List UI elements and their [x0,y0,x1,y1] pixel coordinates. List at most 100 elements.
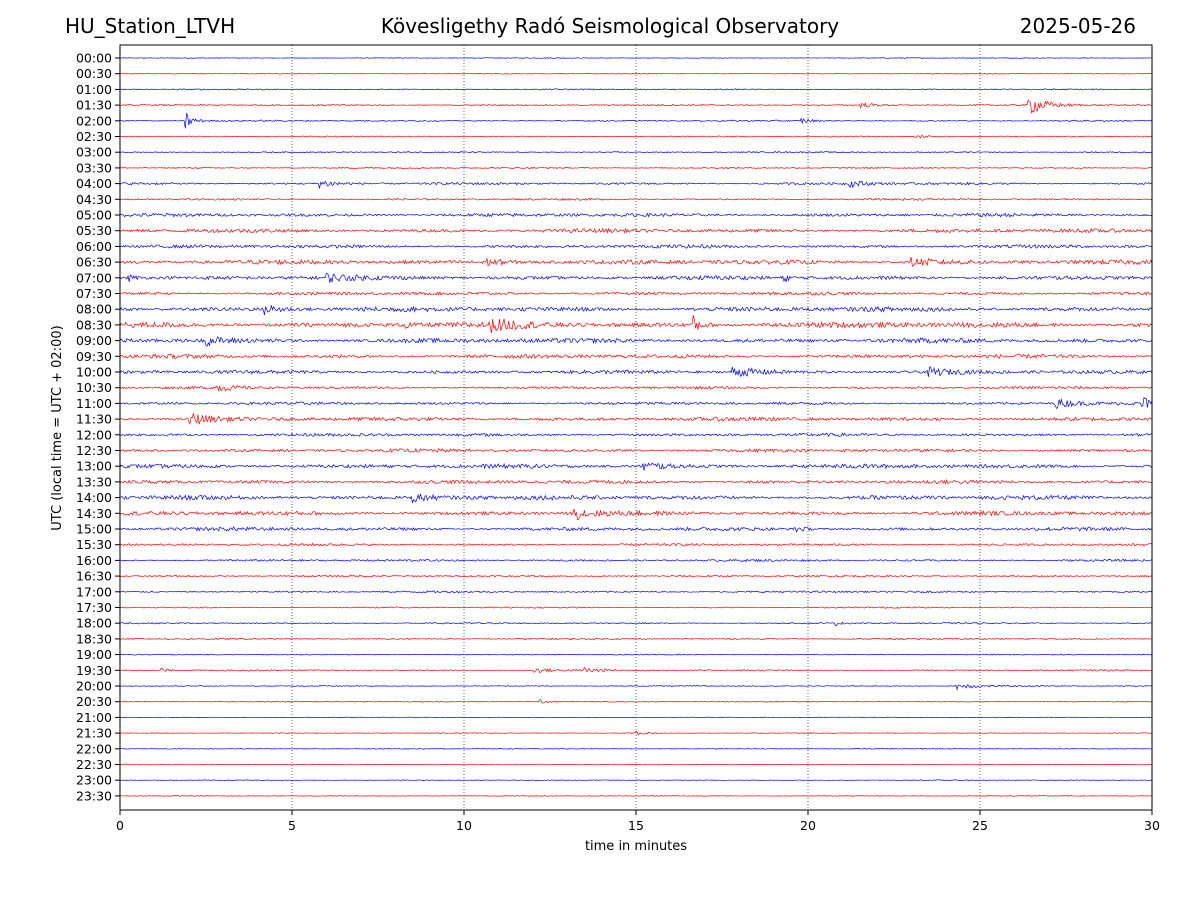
x-tick-layer: 0 5 10 15 20 25 30 [116,810,1160,833]
y-tick-label-19:00: 19:00 [76,647,112,662]
plot-frame [119,44,1153,811]
x-tick-label-25: 25 [972,818,988,833]
trace-17:30 [119,606,1153,609]
x-tick-label-10: 10 [456,818,472,833]
trace-08:00 [119,305,1153,316]
y-tick-label-02:00: 02:00 [76,113,112,128]
trace-14:00 [119,493,1153,504]
y-tick-label-15:00: 15:00 [76,522,112,537]
y-tick-label-18:30: 18:30 [76,631,112,646]
y-tick-label-06:00: 06:00 [76,239,112,254]
trace-09:00 [119,336,1153,347]
x-tick-label-30: 30 [1144,818,1160,833]
y-tick-label-23:30: 23:30 [76,788,112,803]
y-tick-label-00:30: 00:30 [76,66,112,81]
y-tick-label-17:00: 17:00 [76,584,112,599]
trace-04:00 [119,180,1153,189]
trace-21:00 [119,716,1153,719]
trace-15:30 [119,542,1153,547]
trace-00:30 [119,72,1153,75]
x-axis-label: time in minutes [585,839,687,854]
trace-20:30 [119,699,1153,704]
y-tick-label-04:30: 04:30 [76,192,112,207]
trace-20:00 [119,684,1153,691]
y-tick-label-04:00: 04:00 [76,176,112,191]
y-tick-label-22:30: 22:30 [76,757,112,772]
y-tick-label-16:00: 16:00 [76,553,112,568]
y-tick-label-08:00: 08:00 [76,302,112,317]
y-tick-layer: 00:0000:3001:0001:3002:0002:3003:0003:30… [76,51,120,803]
y-axis-label: UTC (local time = UTC + 02:00) [50,325,65,530]
y-tick-label-13:00: 13:00 [76,459,112,474]
y-tick-label-20:30: 20:30 [76,694,112,709]
y-tick-label-02:30: 02:30 [76,129,112,144]
trace-15:00 [119,526,1153,533]
y-tick-label-16:30: 16:30 [76,569,112,584]
y-tick-label-21:00: 21:00 [76,710,112,725]
y-tick-label-09:00: 09:00 [76,333,112,348]
y-tick-label-06:30: 06:30 [76,255,112,270]
trace-09:30 [119,353,1153,360]
trace-13:30 [119,478,1153,485]
station-name: HU_Station_LTVH [65,14,236,38]
trace-14:30 [119,508,1153,521]
trace-07:00 [119,272,1153,283]
trace-layer [119,57,1153,797]
x-tick-label-0: 0 [116,818,124,833]
x-tick-label-20: 20 [800,818,816,833]
trace-17:00 [119,590,1153,594]
trace-18:30 [119,637,1153,641]
trace-16:00 [119,558,1153,563]
y-tick-label-05:00: 05:00 [76,208,112,223]
y-tick-label-20:00: 20:00 [76,679,112,694]
y-tick-label-12:30: 12:30 [76,443,112,458]
y-tick-label-14:00: 14:00 [76,490,112,505]
y-tick-label-17:30: 17:30 [76,600,112,615]
trace-11:30 [119,413,1153,426]
trace-06:00 [119,243,1153,249]
y-tick-label-03:00: 03:00 [76,145,112,160]
y-tick-label-18:00: 18:00 [76,616,112,631]
y-tick-label-21:30: 21:30 [76,726,112,741]
y-tick-label-03:30: 03:30 [76,160,112,175]
trace-02:30 [119,135,1153,139]
y-tick-label-11:00: 11:00 [76,396,112,411]
trace-03:30 [119,166,1153,170]
trace-01:30 [119,99,1153,114]
chart-title: Kövesligethy Radó Seismological Observat… [380,14,840,38]
y-tick-label-13:30: 13:30 [76,474,112,489]
y-tick-label-08:30: 08:30 [76,317,112,332]
y-tick-label-15:30: 15:30 [76,537,112,552]
trace-19:00 [119,653,1153,656]
y-tick-label-19:30: 19:30 [76,663,112,678]
chart-date: 2025-05-26 [1019,14,1136,38]
trace-00:00 [119,57,1153,59]
y-tick-label-12:00: 12:00 [76,427,112,442]
x-tick-label-15: 15 [628,818,644,833]
trace-05:30 [119,227,1153,234]
trace-16:30 [119,574,1153,578]
trace-10:30 [119,384,1153,392]
y-tick-label-10:00: 10:00 [76,365,112,380]
y-tick-label-14:30: 14:30 [76,506,112,521]
trace-01:00 [119,88,1153,91]
trace-13:00 [119,462,1153,471]
y-tick-label-10:30: 10:30 [76,380,112,395]
x-tick-label-5: 5 [288,818,296,833]
trace-22:00 [119,748,1153,750]
y-tick-label-09:30: 09:30 [76,349,112,364]
y-tick-label-11:30: 11:30 [76,412,112,427]
y-tick-label-22:00: 22:00 [76,741,112,756]
trace-05:00 [119,212,1153,218]
trace-18:00 [119,621,1153,627]
grid-layer [291,45,981,810]
y-tick-label-01:30: 01:30 [76,98,112,113]
trace-04:30 [119,197,1153,201]
trace-10:00 [119,366,1153,377]
y-tick-label-07:30: 07:30 [76,286,112,301]
trace-12:00 [119,432,1153,438]
trace-03:00 [119,151,1153,154]
y-tick-label-05:30: 05:30 [76,223,112,238]
y-tick-label-23:00: 23:00 [76,773,112,788]
